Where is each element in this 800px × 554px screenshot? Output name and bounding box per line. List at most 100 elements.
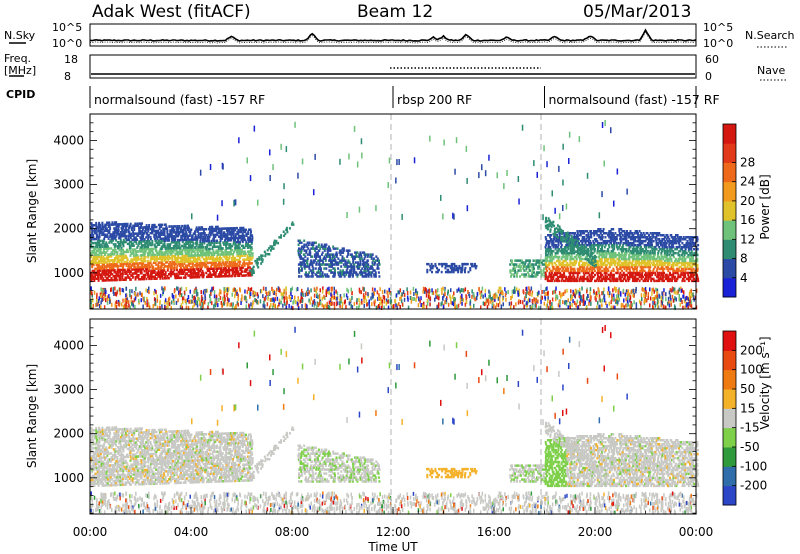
nsky-label: N.Sky	[4, 29, 36, 42]
power-echo-cell	[345, 259, 347, 262]
power-scatter-layer	[90, 120, 699, 310]
power-echo-cell	[640, 232, 642, 235]
power-echo-cell	[594, 274, 596, 277]
power-echo-cell	[576, 280, 578, 283]
power-echo-cell	[92, 242, 94, 245]
power-echo-cell	[298, 275, 300, 278]
noise-panel-frame	[90, 24, 696, 46]
power-echo-cell	[552, 250, 554, 253]
power-echo-cell	[545, 217, 547, 220]
power-echo-cell	[571, 232, 573, 235]
power-echo-cell	[94, 238, 96, 241]
power-echo-cell	[697, 254, 699, 256]
power-echo-cell	[174, 273, 176, 276]
power-echo-cell	[244, 258, 246, 261]
power-echo-cell	[697, 244, 699, 247]
power-echo-cell	[577, 244, 579, 247]
power-echo-cell	[305, 271, 307, 274]
power-echo-cell	[603, 240, 605, 243]
power-echo-cell	[356, 255, 358, 258]
power-echo-cell	[438, 269, 440, 272]
power-echo-cell	[222, 275, 224, 278]
power-speckle-cell	[267, 302, 269, 306]
power-echo-cell	[92, 234, 94, 237]
power-echo-cell	[112, 279, 114, 282]
power-echo-cell	[434, 263, 436, 266]
power-echo-cell	[329, 247, 331, 250]
power-echo-cell	[520, 269, 522, 272]
power-echo-cell	[207, 262, 209, 265]
power-echo-cell	[467, 263, 469, 266]
power-echo-cell	[128, 231, 130, 234]
power-echo-cell	[239, 235, 241, 238]
noise-tick-low-left: 10^0	[52, 37, 82, 50]
power-echo-cell	[449, 271, 451, 274]
power-echo-cell	[464, 267, 466, 270]
power-echo-cell	[509, 269, 511, 272]
power-echo-cell	[145, 260, 147, 263]
power-echo-cell	[117, 265, 119, 268]
power-echo-cell	[150, 236, 152, 239]
power-echo-cell	[337, 267, 339, 270]
power-echo-cell	[101, 222, 103, 225]
power-echo-cell	[627, 232, 629, 235]
power-echo-cell	[521, 273, 523, 276]
beam-title: Beam 12	[357, 2, 433, 22]
power-echo-cell	[677, 234, 679, 237]
power-echo-cell	[109, 279, 111, 282]
power-echo-cell	[203, 246, 205, 249]
power-echo-cell	[529, 259, 531, 262]
power-echo-cell	[592, 252, 594, 255]
power-echo-cell	[307, 253, 309, 256]
nave-label: Nave	[757, 64, 785, 77]
power-echo-cell	[625, 258, 627, 261]
power-speckle-cell	[448, 303, 450, 307]
power-echo-cell	[222, 259, 224, 262]
power-echo-cell	[587, 248, 589, 251]
power-echo-cell	[559, 226, 561, 229]
power-echo-cell	[169, 257, 171, 260]
power-echo-cell	[226, 257, 228, 260]
power-echo-cell	[449, 265, 451, 268]
power-echo-cell	[538, 271, 540, 274]
noise-tick-low-right: 10^0	[703, 37, 733, 50]
power-echo-cell	[187, 225, 189, 228]
power-echo-cell	[613, 270, 615, 273]
power-echo-cell	[676, 246, 678, 249]
power-echo-cell	[592, 272, 594, 275]
power-echo-cell	[373, 257, 375, 260]
power-echo-cell	[363, 275, 365, 278]
power-echo-cell	[548, 217, 550, 220]
power-echo-cell	[646, 236, 648, 239]
power-echo-cell	[151, 240, 153, 243]
power-echo-cell	[316, 246, 318, 249]
power-echo-cell	[209, 248, 211, 251]
power-speckle-cell	[372, 287, 374, 291]
power-echo-cell	[603, 276, 605, 279]
power-echo-cell	[355, 261, 357, 264]
power-speckle-cell	[128, 300, 129, 304]
power-echo-cell	[441, 271, 443, 274]
power-echo-cell	[583, 230, 585, 233]
power-echo-cell	[624, 230, 626, 233]
power-echo-cell	[152, 252, 154, 255]
power-echo-cell	[603, 228, 605, 231]
power-echo-cell	[273, 247, 275, 250]
power-echo-cell	[453, 263, 455, 266]
power-echo-cell	[241, 227, 243, 230]
power-speckle-cell	[412, 297, 414, 301]
power-echo-cell	[127, 259, 129, 262]
power-echo-cell	[558, 280, 560, 283]
power-echo-cell	[573, 276, 575, 279]
power-echo-cell	[472, 263, 474, 266]
power-echo-cell	[576, 230, 578, 233]
power-echo-cell	[187, 268, 189, 271]
power-echo-cell	[96, 234, 98, 237]
power-echo-cell	[694, 242, 696, 245]
power-echo-cell	[181, 225, 183, 228]
power-echo-cell	[516, 259, 518, 262]
power-echo-cell	[318, 244, 320, 247]
power-speckle-cell	[623, 299, 625, 303]
power-echo-cell	[664, 262, 666, 265]
power-echo-cell	[567, 268, 569, 271]
